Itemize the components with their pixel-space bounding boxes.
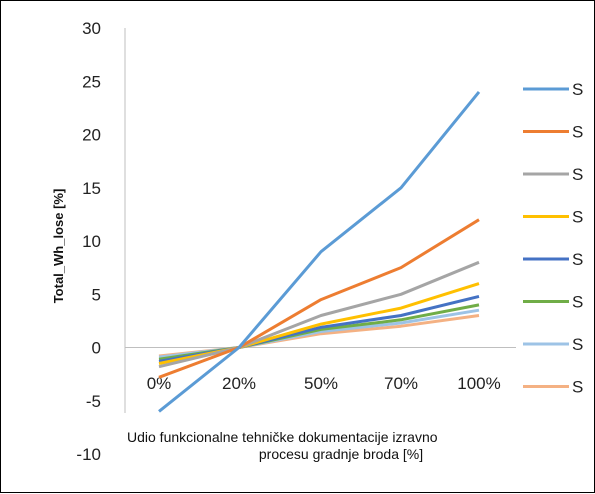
x-axis-title-line2: procesu gradnje broda [%] bbox=[259, 446, 423, 462]
series-lines bbox=[159, 92, 479, 412]
legend-label-5: S bbox=[572, 250, 583, 269]
y-tick-labels: 30 25 20 15 10 5 0 -5 -10 bbox=[76, 19, 101, 464]
y-tick-label: 25 bbox=[82, 72, 101, 91]
series-line-1 bbox=[159, 92, 479, 412]
y-tick-label: -5 bbox=[86, 392, 101, 411]
legend-label-4: S bbox=[572, 208, 583, 227]
x-tick-label: 70% bbox=[384, 374, 418, 393]
legend: S S S S S S S S bbox=[523, 80, 583, 397]
y-tick-label: 10 bbox=[82, 232, 101, 251]
legend-label-2: S bbox=[572, 123, 583, 142]
y-tick-label: 5 bbox=[92, 285, 101, 304]
x-tick-label: 50% bbox=[304, 374, 338, 393]
legend-label-3: S bbox=[572, 165, 583, 184]
y-tick-label: -10 bbox=[76, 445, 101, 464]
x-tick-label: 20% bbox=[222, 374, 256, 393]
y-axis-title: Total_Wh_lose [%] bbox=[51, 189, 66, 304]
x-axis-title-line1: Udio funkcionalne tehničke dokumentacije… bbox=[127, 429, 438, 445]
y-tick-label: 15 bbox=[82, 179, 101, 198]
legend-label-1: S bbox=[572, 80, 583, 99]
y-tick-label: 20 bbox=[82, 126, 101, 145]
legend-label-8: S bbox=[572, 378, 583, 397]
x-tick-label: 100% bbox=[457, 374, 500, 393]
y-tick-label: 0 bbox=[92, 339, 101, 358]
y-tick-label: 30 bbox=[82, 19, 101, 38]
x-tick-labels: 0% 20% 50% 70% 100% bbox=[147, 374, 501, 393]
legend-label-6: S bbox=[572, 293, 583, 312]
series-line-5 bbox=[159, 296, 479, 361]
legend-label-7: S bbox=[572, 335, 583, 354]
